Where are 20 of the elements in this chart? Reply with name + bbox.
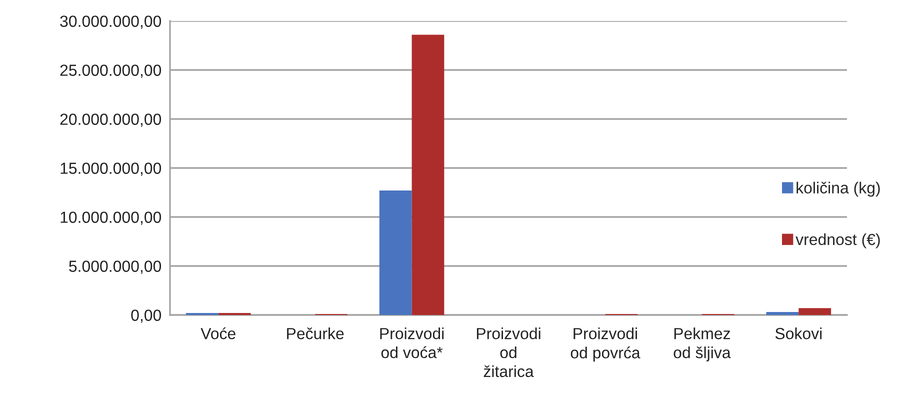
x-tick-label: Voće bbox=[200, 327, 236, 340]
bar bbox=[379, 190, 412, 315]
y-tick-label: 25.000.000,00 bbox=[60, 64, 162, 78]
y-tick-label: 30.000.000,00 bbox=[60, 16, 162, 29]
x-tick-label: Proizvodi od voća* bbox=[380, 328, 444, 358]
y-tick-label: 5.000.000,00 bbox=[69, 260, 162, 274]
legend-label: količina (kg) bbox=[796, 182, 880, 197]
x-tick-label: Pečurke bbox=[287, 327, 344, 340]
x-tick-label: Pekmez od šljiva bbox=[674, 328, 731, 362]
x-tick-label: Sokovi bbox=[775, 328, 822, 340]
y-tick-label: 15.000.000,00 bbox=[60, 162, 162, 176]
y-tick-label: 10.000.000,00 bbox=[60, 212, 162, 225]
x-tick-label: Proizvodi od žitarica bbox=[476, 328, 540, 378]
y-tick-label: 20.000.000,00 bbox=[60, 114, 162, 127]
bar bbox=[798, 308, 832, 315]
bar bbox=[766, 312, 799, 315]
y-tick-label: 0,00 bbox=[131, 310, 162, 323]
legend-label: vrednost (€) bbox=[796, 233, 880, 248]
bar bbox=[412, 34, 444, 315]
x-tick-label: Proizvodi od povrća bbox=[570, 328, 640, 362]
